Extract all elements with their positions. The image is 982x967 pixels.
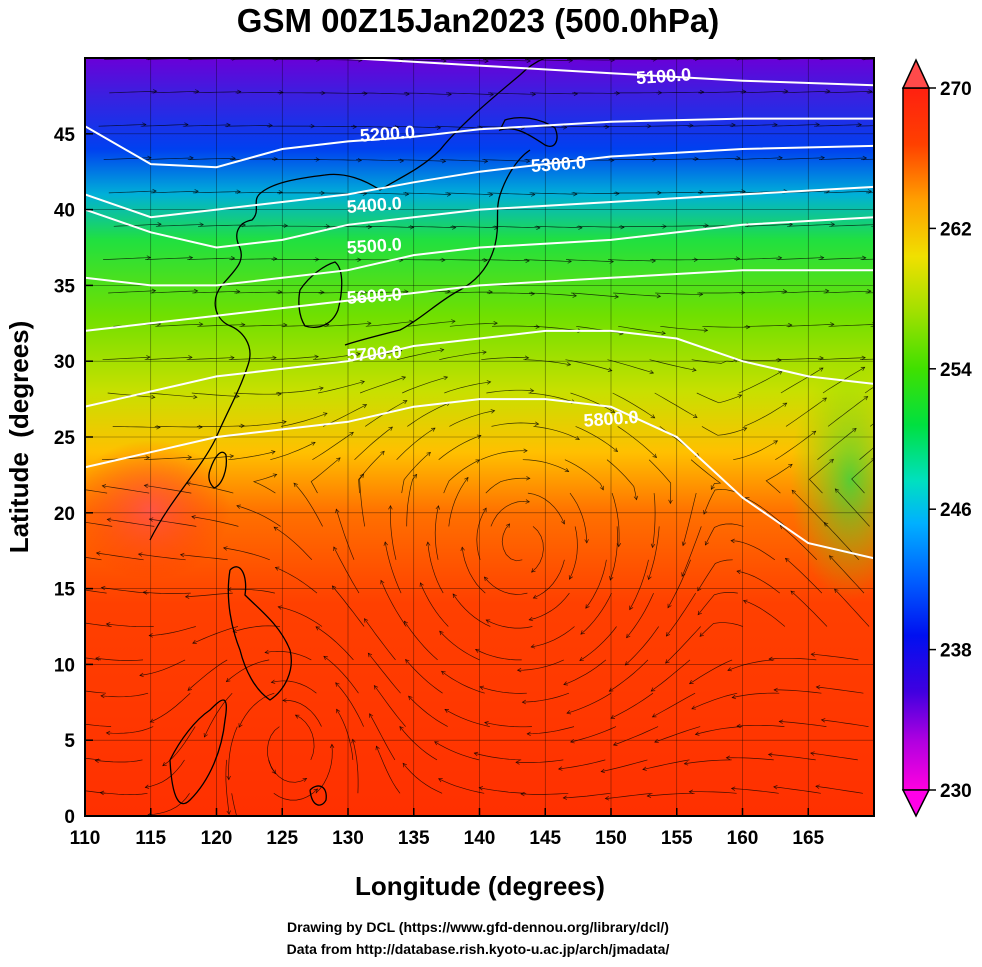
colorbar-tick-label: 238 [940, 641, 972, 662]
credit-line-2: Data from http://database.rish.kyoto-u.a… [287, 941, 670, 957]
y-tick-label: 40 [54, 201, 75, 222]
x-axis-label: Longitude (degrees) [355, 871, 605, 901]
y-tick-label: 35 [54, 276, 76, 297]
streamline-arrowhead [55, 551, 59, 555]
x-tick-label: 140 [464, 828, 496, 849]
streamline-arrowhead [58, 786, 62, 790]
chart-title: GSM 00Z15Jan2023 (500.0hPa) [237, 2, 719, 39]
contour-label: 5100.0 [635, 64, 691, 88]
contour-label: 5500.0 [346, 234, 402, 258]
colorbar: 270 262 254 246 238 230 [903, 60, 972, 816]
temperature-field: 5100.0 5200.0 5300.0 5400.0 5500.0 5600.0 5700… [53, 43, 918, 847]
streamline-arrowhead [906, 57, 910, 61]
colorbar-upper-extend [903, 60, 929, 88]
contour-label: 5200.0 [359, 122, 415, 146]
streamline-arrowhead [894, 428, 898, 432]
y-tick-label: 10 [54, 655, 75, 676]
colorbar-tick-label: 270 [940, 79, 972, 100]
contour-label: 5600.0 [346, 284, 402, 308]
streamline-arrowhead [59, 686, 63, 690]
x-tick-label: 150 [595, 828, 627, 849]
contour-label: 5300.0 [530, 152, 586, 176]
colorbar-lower-extend [903, 790, 929, 816]
y-axis-label: Latitude (degrees) [4, 321, 34, 554]
colorbar-tick-label: 230 [940, 781, 972, 802]
x-tick-label: 130 [332, 828, 364, 849]
y-tick-label: 0 [64, 807, 75, 828]
y-tick-label: 5 [64, 731, 75, 752]
colorbar-tick-label: 254 [940, 360, 972, 381]
contour-label: 5400.0 [346, 193, 402, 217]
y-tick-label: 20 [54, 504, 75, 525]
streamline-arrowhead [240, 843, 244, 847]
y-tick-label: 25 [54, 428, 76, 449]
x-tick-label: 160 [727, 828, 759, 849]
streamline-arrowhead [64, 720, 68, 724]
streamline-arrowhead [60, 485, 64, 489]
colorbar-gradient [903, 88, 929, 790]
contour-label: 5800.0 [583, 407, 639, 431]
x-tick-label: 155 [661, 828, 693, 849]
x-tick-label: 120 [201, 828, 233, 849]
colorbar-tick-label: 262 [940, 219, 972, 240]
colorbar-tick-label: 246 [940, 500, 972, 521]
x-tick-label: 135 [398, 828, 430, 849]
streamline-arrowhead [65, 619, 69, 623]
y-tick-label: 30 [54, 352, 75, 373]
credit-line-1: Drawing by DCL (https://www.gfd-dennou.o… [287, 919, 669, 935]
x-tick-label: 115 [135, 828, 166, 849]
x-tick-label: 165 [792, 828, 824, 849]
colorbar-ticks: 270 262 254 246 238 230 [929, 79, 972, 802]
streamline-arrowhead [53, 752, 57, 756]
x-tick-label: 145 [529, 828, 561, 849]
x-tick-label: 110 [70, 828, 101, 849]
y-tick-label: 45 [54, 125, 76, 146]
x-tick-label: 125 [266, 828, 298, 849]
y-tick-label: 15 [54, 580, 76, 601]
contour-label: 5700.0 [346, 342, 402, 366]
